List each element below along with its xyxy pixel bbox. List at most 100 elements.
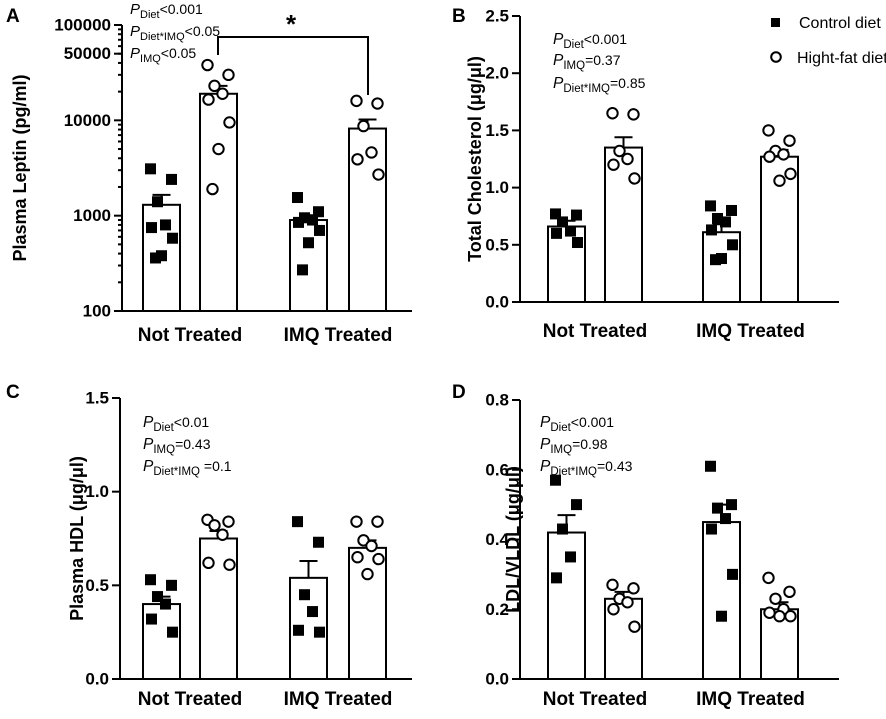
y-tick-label: 1.0: [85, 482, 109, 501]
point-hfd-not-treated: [606, 107, 619, 120]
significance-bracket: [217, 36, 369, 95]
point-control-not-treated: [551, 227, 562, 239]
bar-hfd-not-treated: [199, 92, 238, 312]
point-hfd-not-treated: [223, 116, 236, 129]
stat-annotation: PIMQ<0.05: [130, 45, 196, 65]
point-control-imq-treated: [313, 206, 324, 218]
point-hfd-not-treated: [212, 142, 225, 156]
stat-annotation: PDiet*IMQ=0.43: [540, 458, 633, 478]
point-hfd-not-treated: [206, 182, 219, 196]
point-control-not-treated: [146, 222, 157, 234]
point-hfd-imq-treated: [351, 551, 364, 564]
point-control-not-treated: [152, 196, 163, 208]
point-hfd-not-treated: [216, 528, 229, 541]
point-hfd-imq-treated: [783, 585, 796, 599]
point-hfd-not-treated: [202, 556, 215, 570]
x-category-label: Not Treated: [543, 689, 648, 710]
panel-letter: B: [452, 6, 466, 27]
point-hfd-imq-treated: [361, 567, 374, 581]
x-category-label: Not Treated: [138, 325, 243, 346]
point-hfd-imq-treated: [773, 174, 786, 187]
point-hfd-not-treated: [613, 144, 626, 158]
panel-letter: A: [6, 6, 20, 27]
point-control-imq-treated: [293, 216, 304, 228]
stat-annotation: PDiet<0.001: [130, 1, 203, 21]
y-tick-label: 0.2: [485, 600, 509, 619]
x-category-label: IMQ Treated: [284, 689, 393, 710]
point-hfd-not-treated: [202, 93, 215, 106]
point-hfd-imq-treated: [357, 119, 370, 133]
point-hfd-imq-treated: [762, 571, 775, 585]
bar-hfd-not-treated: [604, 146, 643, 303]
legend-hfd-marker: [770, 51, 782, 63]
point-hfd-imq-treated: [372, 168, 385, 181]
y-tick-label: 0.5: [485, 235, 509, 254]
point-control-imq-treated: [705, 200, 716, 212]
y-tick-label: 0.4: [485, 530, 509, 549]
point-hfd-not-treated: [222, 68, 235, 82]
y-tick-label: 1.5: [485, 121, 509, 140]
point-control-imq-treated: [727, 568, 738, 580]
bar-hfd-imq-treated: [348, 546, 387, 680]
point-control-not-treated: [167, 626, 178, 638]
point-hfd-imq-treated: [783, 134, 796, 147]
point-control-imq-treated: [307, 214, 318, 226]
point-control-imq-treated: [720, 216, 731, 228]
point-control-not-treated: [166, 173, 177, 185]
y-tick-label: 0.6: [485, 460, 509, 479]
point-control-imq-treated: [705, 460, 716, 472]
point-control-not-treated: [146, 613, 157, 625]
point-control-imq-treated: [299, 212, 310, 224]
stat-annotation: PDiet*IMQ<0.05: [130, 23, 220, 43]
point-hfd-not-treated: [627, 108, 640, 121]
point-control-imq-treated: [706, 224, 717, 236]
point-control-imq-treated: [727, 239, 738, 251]
y-tick-label: 0.0: [485, 670, 509, 689]
panel-a: A Plasma Leptin (pg/ml) 100 1000 10000 50000 1…: [6, 1, 412, 346]
point-control-not-treated: [166, 579, 177, 591]
point-control-imq-treated: [716, 610, 727, 622]
y-axis-label: Plasma Leptin (pg/ml): [10, 74, 30, 261]
point-hfd-not-treated: [627, 582, 640, 595]
y-tick-label: 0.0: [485, 293, 509, 312]
point-control-not-treated: [550, 208, 561, 220]
point-control-not-treated: [156, 250, 167, 262]
point-control-not-treated: [160, 219, 171, 231]
point-control-imq-treated: [726, 204, 737, 216]
point-control-not-treated: [152, 591, 163, 603]
point-control-imq-treated: [292, 516, 303, 528]
stat-annotation: PIMQ=0.98: [540, 436, 608, 456]
stat-annotation: PIMQ=0.37: [553, 52, 621, 72]
point-control-not-treated: [565, 551, 576, 563]
point-hfd-not-treated: [628, 172, 641, 185]
point-hfd-not-treated: [201, 58, 214, 72]
point-control-imq-treated: [297, 264, 308, 276]
point-control-imq-treated: [313, 536, 324, 548]
point-hfd-not-treated: [607, 158, 620, 171]
panel-letter: C: [6, 382, 20, 403]
y-tick-label: 100: [83, 302, 111, 321]
stat-annotation: PDiet*IMQ =0.1: [143, 458, 232, 478]
point-hfd-imq-treated: [371, 97, 384, 110]
legend-hfd-label: Hight-fat diet: [797, 50, 886, 67]
stat-annotation: PDiet<0.001: [553, 31, 627, 51]
point-hfd-not-treated: [621, 152, 634, 166]
point-control-not-treated: [557, 523, 568, 535]
y-tick-label: 10000: [64, 111, 111, 130]
point-hfd-imq-treated: [777, 148, 790, 161]
point-control-imq-treated: [314, 224, 325, 236]
point-hfd-imq-treated: [351, 153, 364, 166]
x-category-label: Not Treated: [543, 321, 648, 342]
stat-annotation: PIMQ=0.43: [143, 436, 211, 456]
x-category-label: IMQ Treated: [696, 321, 805, 342]
point-control-not-treated: [160, 598, 171, 610]
y-tick-label: 50000: [64, 44, 111, 63]
point-control-imq-treated: [299, 589, 310, 601]
point-control-not-treated: [565, 225, 576, 237]
point-hfd-not-treated: [208, 79, 221, 93]
point-hfd-imq-treated: [769, 592, 782, 605]
point-hfd-imq-treated: [350, 515, 363, 528]
point-control-imq-treated: [292, 192, 303, 204]
y-axis-label: Plasma HDL (μg/μl): [67, 456, 87, 621]
